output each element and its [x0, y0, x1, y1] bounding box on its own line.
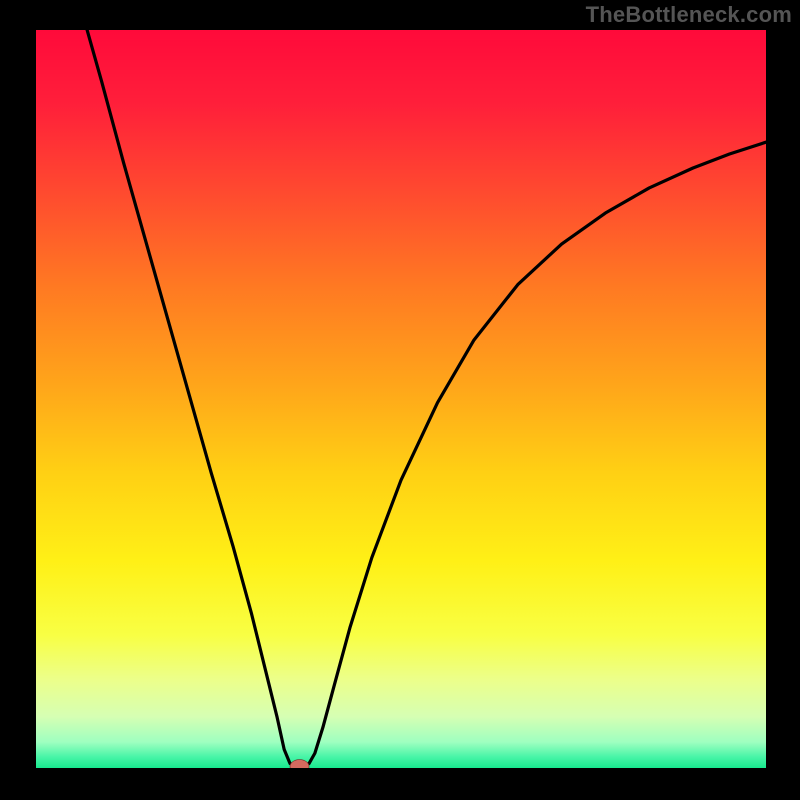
- plot-background: [36, 30, 766, 768]
- chart-svg: [0, 0, 800, 800]
- minimum-marker: [290, 760, 309, 774]
- watermark-text: TheBottleneck.com: [586, 2, 792, 28]
- chart-stage: TheBottleneck.com: [0, 0, 800, 800]
